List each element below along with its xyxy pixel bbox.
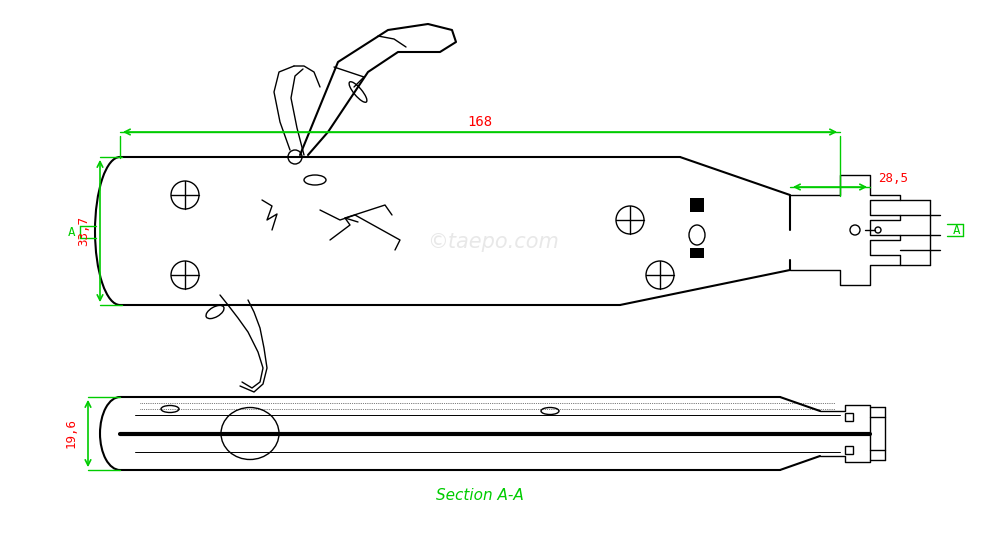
Text: Section A-A: Section A-A	[436, 489, 524, 504]
Text: 168: 168	[467, 115, 493, 129]
Text: 19,6: 19,6	[65, 419, 78, 449]
Text: 33,7: 33,7	[77, 216, 90, 246]
Text: 28,5: 28,5	[878, 172, 908, 185]
Bar	[690, 198, 704, 212]
Bar	[845, 413, 853, 421]
Bar	[690, 248, 704, 258]
Text: A: A	[68, 225, 76, 239]
Text: ©taepo.com: ©taepo.com	[427, 232, 559, 252]
Text: A: A	[953, 224, 960, 237]
Bar	[845, 446, 853, 454]
